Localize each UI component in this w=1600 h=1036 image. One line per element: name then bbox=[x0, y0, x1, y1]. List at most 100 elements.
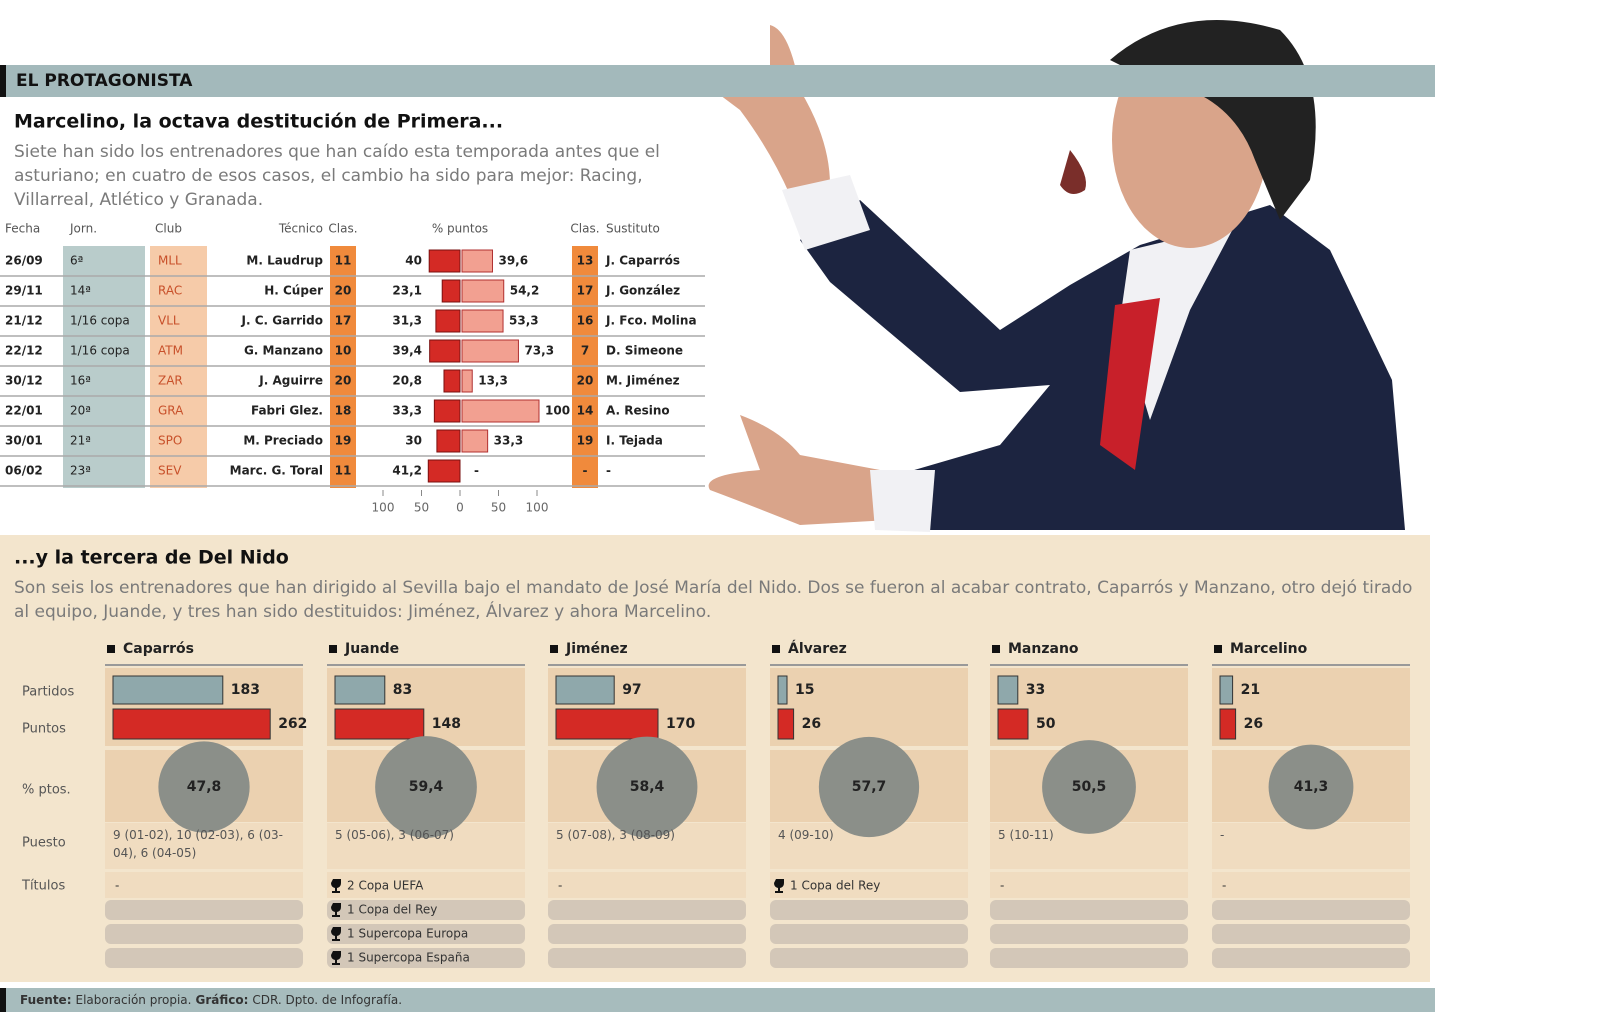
cell: 39,4 bbox=[392, 344, 422, 358]
bar-partidos bbox=[1219, 675, 1234, 705]
panel-stripe bbox=[105, 948, 303, 968]
puesto: 5 (05-06), 3 (06-07) bbox=[335, 828, 454, 842]
cell: - bbox=[606, 464, 611, 478]
bar-partidos bbox=[997, 675, 1019, 705]
cell: J. González bbox=[605, 284, 680, 298]
panel-titulos bbox=[990, 872, 1188, 898]
coach-name: Álvarez bbox=[788, 640, 847, 657]
legend-square bbox=[329, 645, 337, 653]
cell: SPO bbox=[158, 434, 182, 448]
trophy bbox=[331, 903, 341, 917]
legend-square bbox=[772, 645, 780, 653]
hand-upper bbox=[700, 25, 830, 195]
footer-bar bbox=[0, 988, 1435, 1012]
bar-after bbox=[461, 309, 504, 333]
pct-label: 57,7 bbox=[852, 779, 887, 795]
pct-circle bbox=[375, 736, 477, 838]
cell: 21/12 bbox=[5, 314, 43, 328]
cell: SEV bbox=[158, 464, 182, 478]
bar-before bbox=[435, 309, 461, 333]
cell: 30/01 bbox=[5, 434, 43, 448]
footer: Fuente: Elaboración propia. Gráfico: CDR. D… bbox=[20, 993, 402, 1007]
axis-tick-label: 50 bbox=[491, 501, 506, 515]
cell: 73,3 bbox=[524, 344, 554, 358]
cell: 40 bbox=[405, 254, 422, 268]
legend-square bbox=[107, 645, 115, 653]
photo bbox=[700, 20, 1405, 532]
bar-puntos bbox=[112, 708, 271, 740]
column-header: Clas. bbox=[328, 222, 357, 236]
mouth bbox=[1060, 150, 1086, 194]
pct-label: 47,8 bbox=[187, 779, 222, 795]
titulo: - bbox=[1000, 879, 1004, 893]
cell: J. Caparrós bbox=[605, 254, 680, 268]
panel-stripe bbox=[990, 924, 1188, 944]
cell: 22/01 bbox=[5, 404, 43, 418]
cell: MLL bbox=[158, 254, 182, 268]
bar-puntos bbox=[1219, 708, 1237, 740]
cell: 10 bbox=[335, 344, 352, 358]
intro: Siete han sido los entrenadores que han … bbox=[14, 142, 660, 210]
coach-name: Juande bbox=[344, 641, 399, 657]
column-header: Técnico bbox=[278, 222, 323, 236]
value-label: 262 bbox=[278, 716, 307, 732]
pct-circle bbox=[818, 736, 920, 838]
bar-after bbox=[461, 399, 540, 423]
footer-part: Gráfico: bbox=[195, 993, 248, 1007]
puesto: 4 (09-10) bbox=[778, 828, 834, 842]
cell: A. Resino bbox=[606, 404, 670, 418]
cell: 16ª bbox=[70, 374, 91, 388]
axis-tick-label: 50 bbox=[414, 501, 429, 515]
panel-stripe bbox=[770, 924, 968, 944]
panel-stripe bbox=[548, 948, 746, 968]
cell: 20,8 bbox=[392, 374, 422, 388]
cell: 33,3 bbox=[494, 434, 524, 448]
cell: M. Jiménez bbox=[606, 374, 680, 388]
cell: 7 bbox=[581, 344, 589, 358]
cell: Fabri Glez. bbox=[251, 404, 323, 418]
titulo: - bbox=[1222, 879, 1226, 893]
cell: 30 bbox=[405, 434, 422, 448]
titulo: 1 Copa del Rey bbox=[790, 879, 880, 893]
kicker: EL PROTAGONISTA bbox=[16, 71, 193, 91]
column-header: Jorn. bbox=[69, 222, 97, 236]
cell: 16 bbox=[577, 314, 594, 328]
trophy bbox=[774, 879, 784, 893]
bar-puntos bbox=[555, 708, 659, 740]
bar-puntos bbox=[334, 708, 425, 740]
puesto: - bbox=[1220, 828, 1225, 842]
titulo: 2 Copa UEFA bbox=[347, 879, 424, 893]
trophy bbox=[331, 879, 341, 893]
cell: 20 bbox=[335, 374, 352, 388]
bar-puntos bbox=[777, 708, 795, 740]
cell: 17 bbox=[335, 314, 352, 328]
bar-before bbox=[429, 339, 461, 363]
panel-stripe bbox=[327, 900, 525, 920]
cell: I. Tejada bbox=[606, 434, 663, 448]
cell: 41,2 bbox=[392, 464, 422, 478]
titulo: - bbox=[558, 879, 562, 893]
value-label: 50 bbox=[1036, 716, 1056, 732]
bar-partidos bbox=[777, 675, 788, 705]
bar-partidos bbox=[555, 675, 615, 705]
value-label: 21 bbox=[1241, 682, 1260, 698]
cell: J. Aguirre bbox=[258, 374, 323, 388]
cell: - bbox=[583, 464, 588, 478]
cell: 06/02 bbox=[5, 464, 43, 478]
panel-stripe bbox=[327, 948, 525, 968]
row-label: Partidos bbox=[22, 685, 74, 700]
row-label: Puntos bbox=[22, 722, 66, 737]
column-header: Clas. bbox=[570, 222, 599, 236]
value-label: 26 bbox=[802, 716, 821, 732]
suit bbox=[800, 200, 1405, 530]
pct-label: 58,4 bbox=[630, 779, 665, 795]
cell: 33,3 bbox=[392, 404, 422, 418]
tie bbox=[1100, 298, 1160, 470]
coach-name: Marcelino bbox=[1230, 641, 1308, 657]
panel-puesto bbox=[1212, 823, 1410, 869]
column-header: Fecha bbox=[5, 222, 40, 236]
cell: 18 bbox=[335, 404, 352, 418]
bar-after bbox=[461, 369, 473, 393]
cell: 22/12 bbox=[5, 344, 43, 358]
cell: 17 bbox=[577, 284, 594, 298]
